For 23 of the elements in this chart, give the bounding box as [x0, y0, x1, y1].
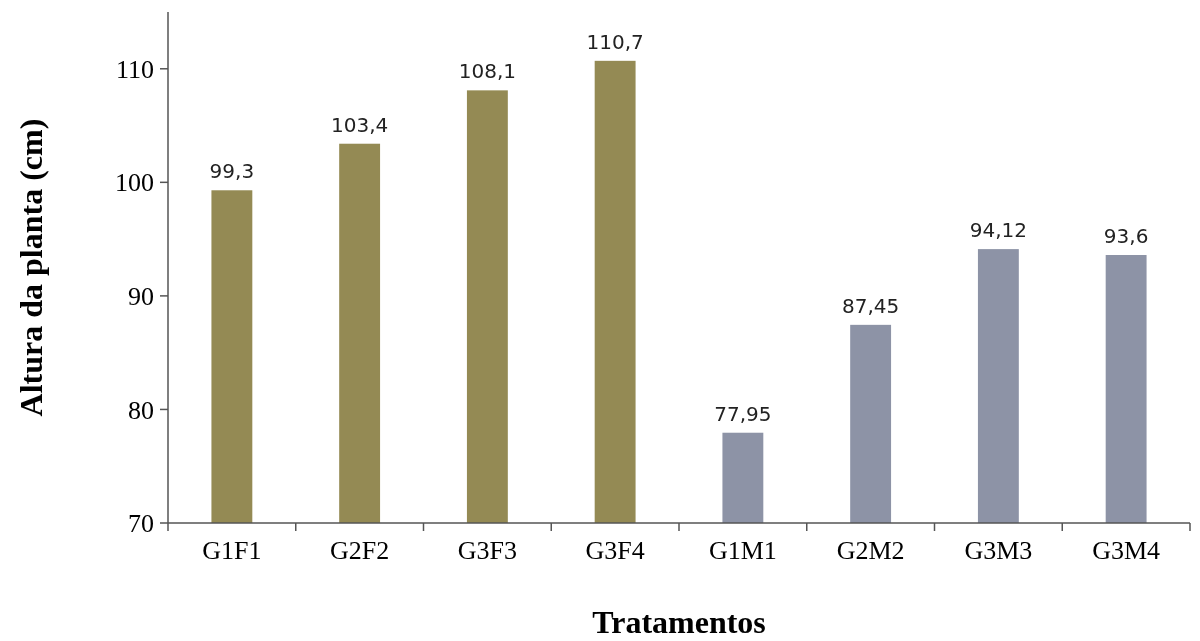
x-tick-label: G1F1	[202, 536, 262, 565]
y-axis-title: Altura da planta (cm)	[13, 118, 49, 417]
data-label: 77,95	[714, 401, 772, 426]
y-tick-label: 70	[128, 509, 154, 539]
data-label: 108,1	[458, 59, 517, 84]
x-axis-title: Tratamentos	[592, 604, 766, 640]
data-label: 99,3	[209, 159, 255, 184]
x-tick-label: G2M2	[836, 536, 905, 565]
data-label: 110,7	[586, 29, 644, 54]
x-tick-label: G3M3	[964, 536, 1033, 565]
x-tick-label: G3M4	[1092, 536, 1161, 565]
y-tick-label: 90	[128, 281, 154, 311]
data-label: 103,4	[330, 112, 389, 137]
x-tick-label: G3F4	[585, 536, 645, 565]
y-tick-label: 100	[115, 168, 154, 198]
x-tick-label: G3F3	[457, 536, 517, 565]
data-label: 94,12	[969, 218, 1028, 243]
data-label: 87,45	[841, 293, 900, 318]
x-tick-label: G2F2	[330, 536, 390, 565]
data-label: 93,6	[1103, 224, 1149, 249]
y-tick-label: 80	[128, 395, 154, 425]
y-tick-label: 110	[115, 54, 154, 84]
x-tick-label: G1M1	[708, 536, 777, 565]
